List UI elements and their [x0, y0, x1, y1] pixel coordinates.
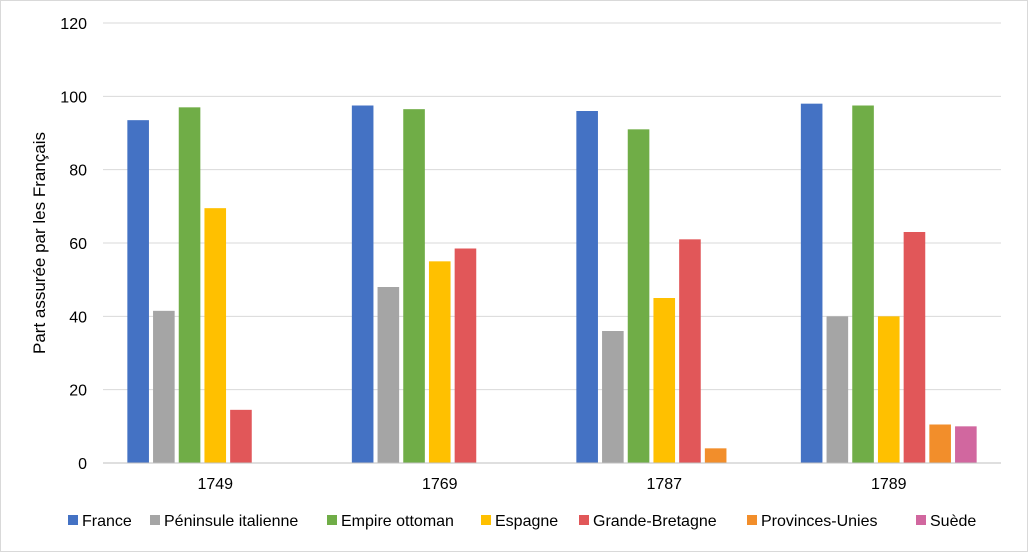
legend: France Péninsule italienne Empire ottoman E… [68, 513, 976, 530]
legend-label: Péninsule italienne [164, 513, 298, 530]
bar-p-ninsule-italienne-1789 [826, 316, 849, 463]
y-tick-label: 60 [69, 236, 87, 253]
y-tick-label: 0 [78, 456, 87, 473]
y-axis: 0 20 40 60 80 100 120 [60, 16, 87, 473]
legend-item: Péninsule italienne [150, 513, 298, 530]
y-axis-label: Part assurée par les Français [30, 132, 49, 354]
legend-swatch [68, 515, 78, 525]
bar-espagne-1749 [204, 208, 227, 463]
y-tick-label: 80 [69, 163, 87, 180]
legend-item: Suède [916, 513, 976, 530]
bar-france-1749 [127, 120, 149, 464]
bar-grande-bretagne-1749 [230, 409, 252, 463]
legend-swatch [150, 515, 160, 525]
bar-provinces-unies-1789 [929, 424, 951, 463]
legend-swatch [747, 515, 757, 525]
legend-label: Empire ottoman [341, 513, 454, 530]
bar-grande-bretagne-1769 [454, 248, 477, 463]
legend-item: Provinces-Unies [747, 513, 877, 530]
bar-france-1789 [800, 103, 823, 464]
bar-grande-bretagne-1787 [679, 239, 701, 463]
y-tick-label: 20 [69, 383, 87, 400]
bar-p-ninsule-italienne-1749 [153, 310, 175, 463]
y-tick-label: 40 [69, 309, 87, 326]
bar-grande-bretagne-1789 [903, 232, 926, 463]
bar-p-ninsule-italienne-1769 [377, 287, 400, 463]
legend-label: Espagne [495, 513, 558, 530]
bar-empire-ottoman-1769 [403, 109, 425, 464]
legend-item: Espagne [481, 513, 558, 530]
legend-label: Suède [930, 513, 976, 530]
x-tick-label: 1749 [197, 476, 233, 493]
bar-p-ninsule-italienne-1787 [602, 331, 624, 463]
x-tick-label: 1787 [646, 476, 682, 493]
legend-swatch [916, 515, 926, 525]
x-tick-label: 1769 [422, 476, 458, 493]
y-tick-label: 100 [60, 89, 87, 106]
bar-france-1769 [351, 105, 374, 463]
legend-item: Empire ottoman [327, 513, 454, 530]
legend-label: France [82, 513, 132, 530]
bar-empire-ottoman-1787 [627, 129, 650, 464]
bar-empire-ottoman-1749 [178, 107, 201, 463]
gridlines [103, 22, 1001, 391]
x-axis: 1749 1769 1787 1789 [103, 462, 1001, 493]
legend-swatch [327, 515, 337, 525]
x-tick-label: 1789 [871, 476, 907, 493]
bar-provinces-unies-1787 [704, 448, 727, 463]
bars [127, 103, 977, 464]
bar-espagne-1769 [428, 261, 451, 463]
y-tick-label: 120 [60, 16, 87, 33]
legend-item: Grande-Bretagne [579, 513, 717, 530]
legend-swatch [481, 515, 491, 525]
bar-su-de-1789 [955, 426, 977, 463]
bar-espagne-1787 [653, 298, 676, 463]
legend-label: Grande-Bretagne [593, 513, 717, 530]
bar-espagne-1789 [877, 316, 900, 463]
legend-swatch [579, 515, 589, 525]
bar-france-1787 [576, 111, 598, 463]
bar-empire-ottoman-1789 [852, 105, 874, 463]
legend-item: France [68, 513, 132, 530]
legend-label: Provinces-Unies [761, 513, 877, 530]
